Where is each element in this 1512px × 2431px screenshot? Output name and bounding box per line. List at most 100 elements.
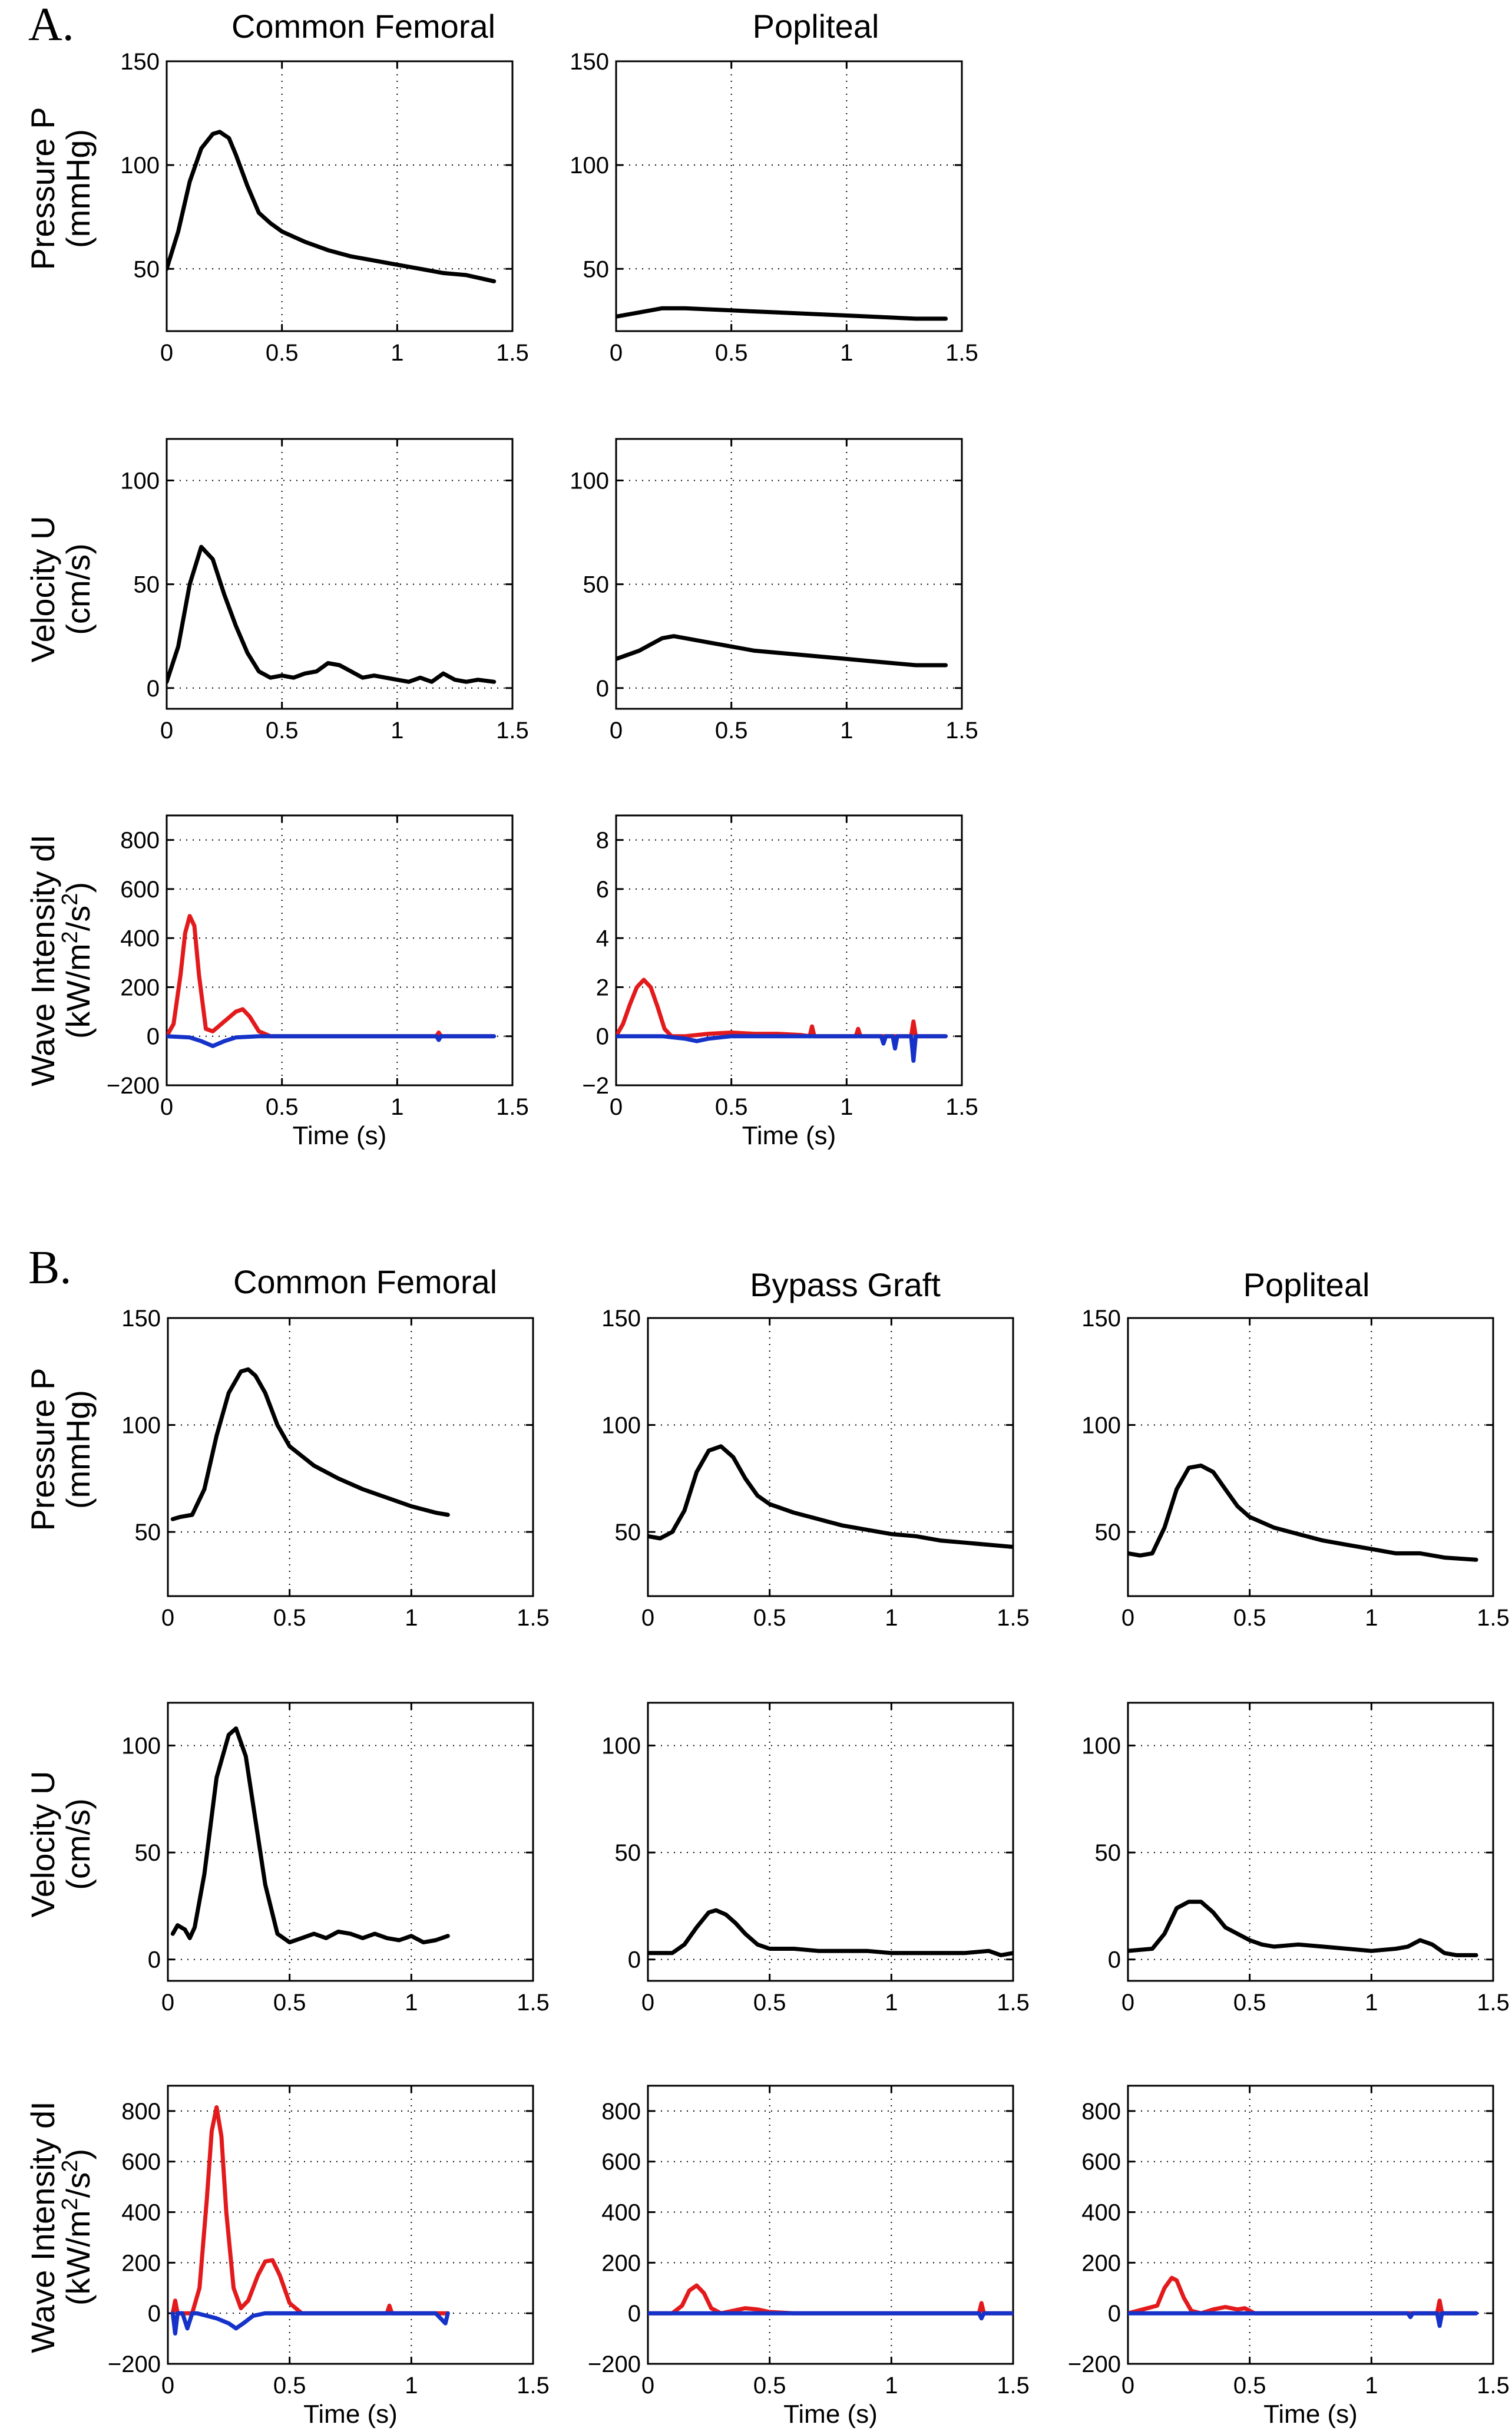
- x-tick-label: 0.5: [1233, 2373, 1266, 2399]
- x-tick-label: 1: [840, 718, 853, 744]
- x-tick-label: 0: [160, 1094, 173, 1120]
- y-tick-label: 50: [135, 1840, 161, 1866]
- x-tick-label: 0: [161, 2373, 174, 2399]
- y-tick-label: 800: [120, 828, 160, 854]
- series-line-A-cf-dI-0: [167, 914, 497, 1039]
- title-b-popliteal: Popliteal: [1243, 1266, 1370, 1303]
- ylabel-a-wave-intensity-line2: (kW/m2/s2): [58, 882, 97, 1039]
- x-tick-label: 0.5: [266, 718, 299, 744]
- y-tick-label: 0: [147, 676, 160, 702]
- y-tick-label: 200: [121, 2250, 161, 2276]
- x-tick-label: 0: [161, 1990, 174, 2016]
- y-tick-label: 0: [596, 676, 609, 702]
- x-tick-label: 0: [161, 1605, 174, 1631]
- y-tick-label: 100: [1081, 1413, 1121, 1439]
- y-tick-label: 150: [601, 1306, 641, 1332]
- plot-frame: [647, 2085, 1014, 2365]
- x-tick-label: 1.5: [496, 340, 529, 366]
- x-tick-label: 0: [160, 340, 173, 366]
- x-tick-label: 0: [610, 1094, 623, 1120]
- x-tick-label: 0.5: [715, 340, 748, 366]
- plot-frame: [166, 438, 514, 710]
- y-tick-label: 0: [147, 1024, 160, 1050]
- x-tick-label: 1: [1365, 1990, 1378, 2016]
- series-line-B-pop-U-0: [1128, 1900, 1478, 1957]
- plot-frame: [167, 1702, 534, 1982]
- plot-frame: [647, 1317, 1014, 1597]
- y-tick-label: −200: [107, 1073, 160, 1099]
- series-line-A-cf-U-0: [167, 544, 497, 684]
- x-tick-label: 0: [1121, 1990, 1134, 2016]
- series-line-A-pop-dI-1: [616, 1034, 948, 1063]
- series-line-B-bg-dI-0: [648, 2283, 1013, 2316]
- x-tick-label: 1.5: [517, 1990, 550, 2016]
- ylabel-b-velocity-line2: (cm/s): [59, 1798, 97, 1890]
- series-line-A-pop-dI-0: [616, 977, 948, 1039]
- y-tick-label: 400: [1081, 2200, 1121, 2226]
- subplot-B-bg-U: 0 0.5 1 1.5 0 50 100: [601, 1702, 1030, 2016]
- subplot-B-cf-P: 0 0.5 1 1.5 50 100 150: [121, 1306, 550, 1631]
- ylabel-b-velocity-line1: Velocity U: [24, 1771, 61, 1918]
- x-tick-label: 1: [1365, 2373, 1378, 2399]
- x-tick-label: 1: [885, 1605, 898, 1631]
- x-tick-label: 1.5: [945, 1094, 978, 1120]
- x-tick-label: 0.5: [1233, 1990, 1266, 2016]
- series-line-B-pop-dI-0: [1128, 2275, 1478, 2316]
- y-tick-label: 100: [120, 468, 160, 494]
- x-tick-label: 0.5: [753, 1605, 786, 1631]
- panel-label-a: A.: [28, 0, 74, 51]
- y-tick-label: 100: [601, 1733, 641, 1759]
- y-tick-label: 0: [148, 2301, 161, 2327]
- y-tick-label: 800: [1081, 2099, 1121, 2125]
- x-tick-label: 0: [610, 718, 623, 744]
- plot-frame: [1127, 1317, 1494, 1597]
- series-line-B-pop-dI-1: [1128, 2311, 1478, 2328]
- x-tick-label: 1: [1365, 1605, 1378, 1631]
- ylabel-a-pressure-line1: Pressure P: [24, 107, 61, 270]
- y-tick-label: 50: [615, 1840, 641, 1866]
- series-line-B-cf-dI-1: [170, 2311, 450, 2336]
- x-tick-label: 0.5: [715, 1094, 748, 1120]
- x-tick-label: 1.5: [945, 718, 978, 744]
- series-line-A-pop-P-0: [616, 306, 948, 321]
- ylabel-b-pressure-line1: Pressure P: [24, 1368, 61, 1531]
- subplot-A-cf-U: 0 0.5 1 1.5 0 50 100: [120, 438, 529, 744]
- y-tick-label: 600: [1081, 2149, 1121, 2175]
- y-tick-label: 600: [120, 877, 160, 903]
- plot-frame: [167, 2085, 534, 2365]
- y-tick-label: 600: [121, 2149, 161, 2175]
- x-tick-label: 0.5: [715, 718, 748, 744]
- x-tick-label: 1: [840, 1094, 853, 1120]
- x-tick-label: 0.5: [273, 2373, 306, 2399]
- subplot-B-pop-P: 0 0.5 1 1.5 50 100 150: [1081, 1306, 1510, 1631]
- x-tick-label: 1.5: [1477, 1990, 1510, 2016]
- y-tick-label: 200: [1081, 2250, 1121, 2276]
- y-tick-label: 50: [1095, 1520, 1121, 1545]
- x-tick-label: 1: [391, 1094, 403, 1120]
- ylabel-a-pressure-line2: (mmHg): [59, 129, 97, 248]
- plot-frame: [167, 1317, 534, 1597]
- y-tick-label: 200: [120, 975, 160, 1000]
- subplot-A-cf-P: 0 0.5 1 1.5 50 100 150: [120, 49, 529, 366]
- x-tick-label: 1: [405, 1605, 418, 1631]
- plot-frame: [615, 814, 963, 1086]
- y-tick-label: 400: [120, 926, 160, 952]
- x-tick-label: 1.5: [1477, 2373, 1510, 2399]
- plot-frame: [166, 60, 514, 332]
- ylabel-b-pressure-line2: (mmHg): [59, 1390, 97, 1509]
- x-tick-label: 0: [641, 1990, 654, 2016]
- x-axis-title: Time (s): [783, 2400, 878, 2429]
- x-tick-label: 0: [610, 340, 623, 366]
- y-tick-label: 200: [601, 2250, 641, 2276]
- x-tick-label: 1: [885, 1990, 898, 2016]
- x-axis-title: Time (s): [303, 2400, 398, 2429]
- y-tick-label: 8: [596, 828, 609, 854]
- y-tick-label: 50: [134, 256, 160, 282]
- x-tick-label: 1: [391, 718, 403, 744]
- y-tick-label: 0: [596, 1024, 609, 1050]
